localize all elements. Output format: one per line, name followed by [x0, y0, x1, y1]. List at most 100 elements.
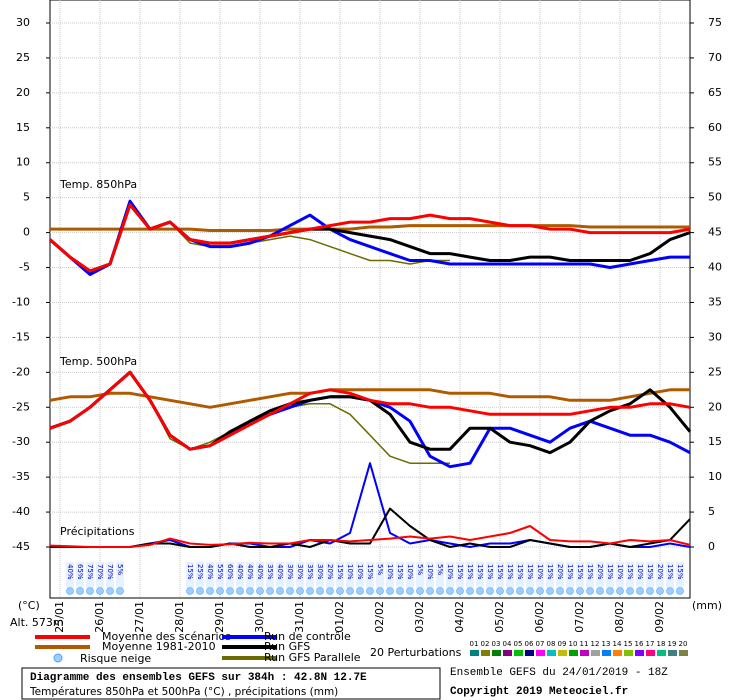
- y-tick-label: -25: [12, 400, 30, 413]
- snowflake: [346, 587, 354, 595]
- legend-label: Moyenne des scénarios: [102, 630, 231, 643]
- snow-chip: [266, 562, 274, 595]
- snowflake: [536, 587, 544, 595]
- snow-label: 30%: [316, 564, 324, 580]
- snow-box: [666, 562, 674, 588]
- snow-chip: [386, 562, 394, 595]
- snow-label: 20%: [556, 564, 564, 580]
- perturbation-swatch: [525, 650, 534, 656]
- snowflake: [296, 587, 304, 595]
- y2-tick-label: 70: [708, 51, 722, 64]
- snow-chip: [466, 562, 474, 595]
- snow-chip: [236, 562, 244, 595]
- snowflake: [616, 587, 624, 595]
- snow-label: 15%: [526, 564, 534, 580]
- snow-label: 15%: [586, 564, 594, 580]
- snow-chip: [296, 562, 304, 595]
- perturbation-swatch: [514, 650, 523, 656]
- snowflake: [626, 587, 634, 595]
- snow-label: 10%: [636, 564, 644, 580]
- snow-label: 5%: [116, 564, 124, 575]
- snow-label: 10%: [426, 564, 434, 580]
- snowflake: [516, 587, 524, 595]
- y-tick-label: -20: [12, 365, 30, 378]
- snow-chip: [326, 562, 334, 595]
- x-tick-label: 07/02: [573, 601, 586, 633]
- snow-box: [386, 562, 394, 588]
- footer-run: Ensemble GEFS du 24/01/2019 - 18Z: [450, 667, 668, 679]
- snow-label: 15%: [676, 564, 684, 580]
- snow-chip: [476, 562, 484, 595]
- perturbation-swatch: [503, 650, 512, 656]
- snow-chip: [426, 562, 434, 595]
- snow-label: 15%: [646, 564, 654, 580]
- snow-label: 30%: [296, 564, 304, 580]
- snowflake: [476, 587, 484, 595]
- snow-box: [216, 562, 224, 588]
- x-tick-label: 06/02: [533, 601, 546, 633]
- snow-chip: [666, 562, 674, 595]
- perturbation-swatch: [569, 650, 578, 656]
- y-unit: (°C): [18, 599, 40, 612]
- perturbation-swatch: [547, 650, 556, 656]
- snow-box: [436, 562, 444, 588]
- snow-box: [416, 562, 424, 588]
- perturbation-id: 08: [547, 640, 556, 648]
- snow-label: 40%: [276, 564, 284, 580]
- legend-label: Run de contrôle: [264, 630, 351, 643]
- snow-label: 20%: [326, 564, 334, 580]
- perturbation-swatch: [657, 650, 666, 656]
- snow-box: [536, 562, 544, 588]
- perturbation-swatch: [591, 650, 600, 656]
- y2-tick-label: 55: [708, 156, 722, 169]
- perturbation-id: 03: [492, 640, 501, 648]
- snowflake: [276, 587, 284, 595]
- snow-chip: [356, 562, 364, 595]
- snowflake: [596, 587, 604, 595]
- snowflake: [636, 587, 644, 595]
- snow-label: 15%: [516, 564, 524, 580]
- legend-label: Risque neige: [80, 652, 151, 665]
- y2-tick-label: 40: [708, 261, 722, 274]
- snow-label: 15%: [496, 564, 504, 580]
- snowflake: [676, 587, 684, 595]
- footer-subtitle: Températures 850hPa et 500hPa (°C) , pré…: [29, 686, 338, 698]
- snow-box: [206, 562, 214, 588]
- y-tick-label: -40: [12, 505, 30, 518]
- snow-label: 75%: [86, 564, 94, 580]
- perturbation-id: 11: [580, 640, 589, 648]
- snowflake: [66, 587, 74, 595]
- snow-chip: [506, 562, 514, 595]
- snowflake: [246, 587, 254, 595]
- y-tick-label: -10: [12, 295, 30, 308]
- snow-box: [466, 562, 474, 588]
- snow-label: 40%: [206, 564, 214, 580]
- x-tick-label: 28/01: [173, 601, 186, 633]
- snow-label: 15%: [576, 564, 584, 580]
- snow-chip: [636, 562, 644, 595]
- snowflake: [576, 587, 584, 595]
- perturbation-swatch: [470, 650, 479, 656]
- snow-chip: [616, 562, 624, 595]
- snow-chip: [556, 562, 564, 595]
- snow-box: [576, 562, 584, 588]
- snow-box: [646, 562, 654, 588]
- x-tick-label: 27/01: [133, 601, 146, 633]
- series-lines: [49, 199, 692, 548]
- panel-label: Temp. 850hPa: [59, 178, 137, 191]
- snow-box: [326, 562, 334, 588]
- perturbation-id: 06: [525, 640, 534, 648]
- snow-label: 15%: [456, 564, 464, 580]
- snow-label: 30%: [286, 564, 294, 580]
- snow-box: [606, 562, 614, 588]
- y-tick-label: 0: [23, 226, 30, 239]
- snow-chip: [346, 562, 354, 595]
- snowflake: [546, 587, 554, 595]
- footer-copyright: Copyright 2019 Meteociel.fr: [450, 686, 628, 698]
- snow-label: 15%: [546, 564, 554, 580]
- legend-label: Moyenne 1981-2010: [102, 640, 216, 653]
- perturbation-id: 13: [602, 640, 611, 648]
- perturbation-swatch: [624, 650, 633, 656]
- perturbation-swatch: [679, 650, 688, 656]
- series-line: [49, 525, 691, 548]
